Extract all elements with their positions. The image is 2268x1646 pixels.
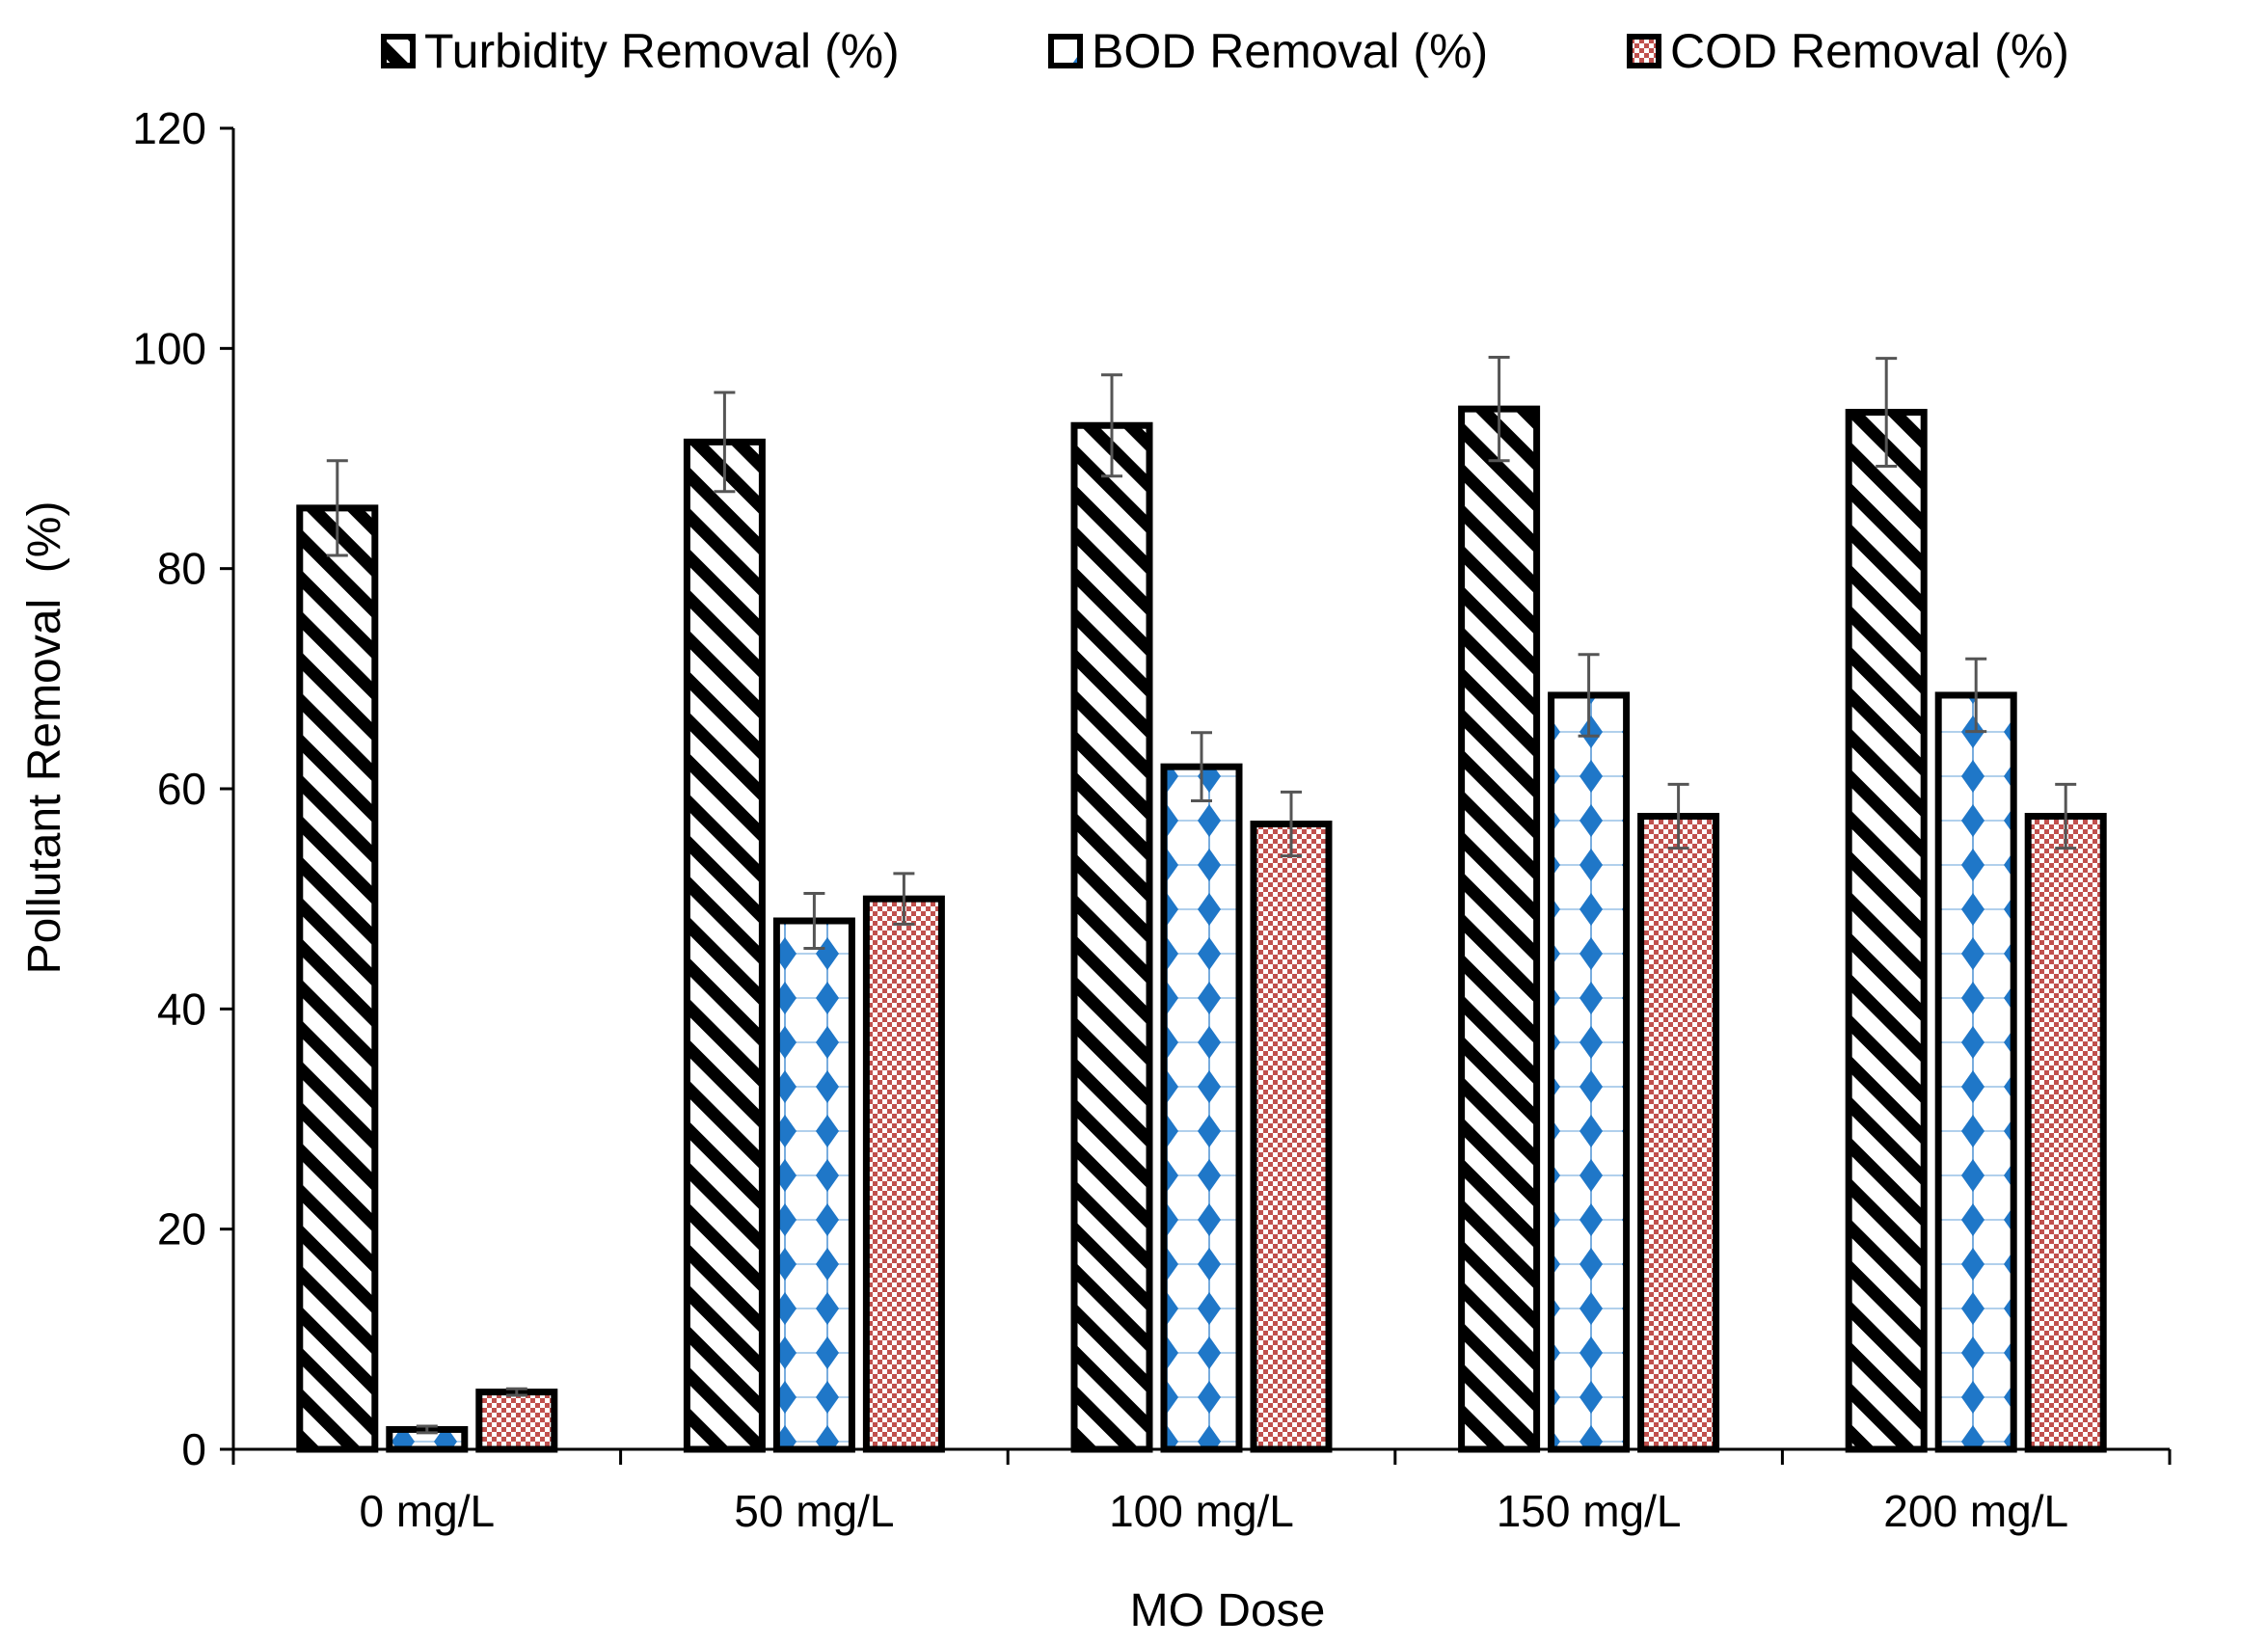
legend-swatch-turbidity: [381, 34, 416, 68]
legend-item-bod[interactable]: BOD Removal (%): [1048, 24, 1488, 78]
error-bar-bod: [416, 1424, 438, 1435]
bar-cod[interactable]: [1637, 813, 1720, 1453]
error-bars: [326, 355, 2077, 1435]
legend-swatch-cod: [1627, 34, 1661, 68]
axes: 0 20 40 60 80 100 120 0 mg/L 50 mg/L 100 mg/L 150 …: [132, 103, 2172, 1536]
error-bar-bod: [803, 891, 825, 951]
bars: [296, 405, 2107, 1453]
bar-turbidity[interactable]: [683, 438, 766, 1453]
bar-cod[interactable]: [1250, 821, 1333, 1453]
error-bar-cod: [2055, 782, 2077, 850]
bar-turbidity[interactable]: [1845, 409, 1928, 1453]
error-bar-turbidity: [1488, 355, 1510, 463]
x-tick-label: 100 mg/L: [1109, 1486, 1294, 1536]
y-axis-title: Pollutant Removal (%): [19, 501, 70, 975]
legend-swatch-bod: [1048, 34, 1083, 68]
legend-label-cod: COD Removal (%): [1670, 24, 2069, 78]
error-bar-bod: [1965, 657, 1987, 734]
y-tick-label: 80: [157, 544, 206, 594]
x-tick-label: 50 mg/L: [734, 1486, 894, 1536]
error-bar-cod: [505, 1387, 527, 1397]
legend-item-turbidity[interactable]: Turbidity Removal (%): [381, 24, 900, 78]
legend: Turbidity Removal (%) BOD Removal (%) CO…: [381, 24, 2069, 78]
y-tick-label: 60: [157, 764, 206, 814]
bar-cod[interactable]: [862, 895, 945, 1453]
y-tick-label: 120: [132, 103, 206, 153]
x-tick-label: 0 mg/L: [359, 1486, 495, 1536]
bar-turbidity[interactable]: [1458, 405, 1541, 1453]
y-tick-label: 0: [181, 1424, 206, 1474]
y-tick-label: 20: [157, 1204, 206, 1255]
bar-cod[interactable]: [475, 1389, 558, 1453]
legend-label-bod: BOD Removal (%): [1092, 24, 1488, 78]
bar-bod[interactable]: [772, 917, 855, 1453]
x-axis-title: MO Dose: [1130, 1585, 1326, 1636]
legend-label-turbidity: Turbidity Removal (%): [424, 24, 900, 78]
error-bar-turbidity: [1101, 373, 1122, 478]
bar-bod[interactable]: [1548, 691, 1631, 1453]
bar-turbidity[interactable]: [1070, 421, 1153, 1453]
x-tick-label: 150 mg/L: [1497, 1486, 1682, 1536]
error-bar-turbidity: [1876, 357, 1898, 468]
bar-bod[interactable]: [1934, 691, 2017, 1453]
y-tick-label: 40: [157, 984, 206, 1034]
legend-item-cod[interactable]: COD Removal (%): [1627, 24, 2069, 78]
y-tick-label: 100: [132, 323, 206, 373]
error-bar-cod: [893, 872, 915, 926]
bar-bod[interactable]: [1160, 763, 1243, 1453]
error-bar-bod: [1191, 731, 1212, 803]
bar-turbidity[interactable]: [296, 504, 379, 1453]
x-tick-label: 200 mg/L: [1883, 1486, 2068, 1536]
error-bar-turbidity: [714, 391, 736, 494]
error-bar-turbidity: [326, 459, 348, 557]
error-bar-cod: [1281, 790, 1302, 858]
bar-cod[interactable]: [2024, 813, 2107, 1453]
error-bar-cod: [1667, 782, 1689, 850]
error-bar-bod: [1578, 653, 1600, 738]
